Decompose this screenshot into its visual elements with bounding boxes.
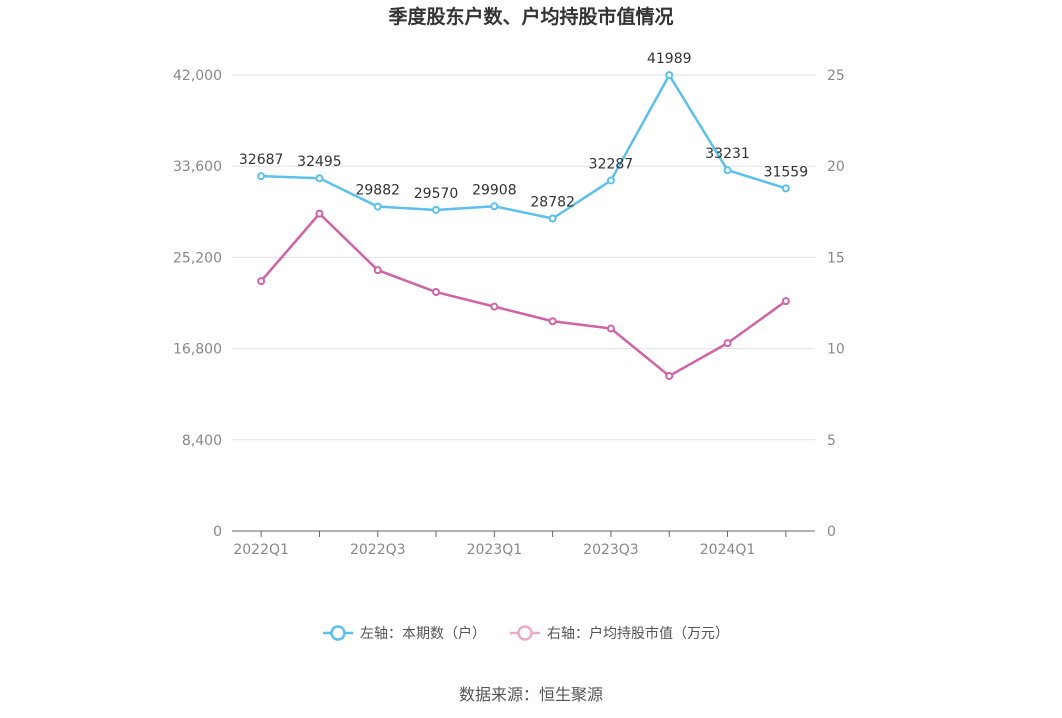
data-label: 29570 [414,186,459,202]
data-point [781,184,790,193]
chart-title: 季度股东户数、户均持股市值情况 [388,5,673,28]
data-label: 32495 [297,154,342,170]
series-line-holders [261,73,787,220]
legend[interactable]: 左轴：本期数（户） 右轴：户均持股市值（万元） [323,625,729,642]
axes: 0 0 8,400 5 16,800 10 25,200 15 33,600 20 42,000 25… [173,68,845,558]
data-point [257,277,266,286]
y-left-tick-label: 42,000 [173,68,222,84]
legend-label: 右轴：户均持股市值（万元） [547,625,729,642]
y-right-tick-label: 5 [827,433,836,449]
data-label: 29882 [355,183,400,199]
y-right-tick-label: 10 [827,342,845,358]
legend-marker [330,625,346,641]
data-point [315,174,324,183]
y-left-tick-label: 25,200 [173,250,222,266]
data-label: 28782 [530,195,575,211]
x-tick-label: 2022Q1 [233,542,289,558]
data-label: 32287 [589,156,634,172]
source-note: 数据来源：恒生聚源 [459,685,603,704]
data-label: 31559 [764,164,809,180]
data-point [665,371,674,380]
y-right-tick-label: 25 [827,68,845,84]
data-point [373,202,382,211]
data-point [723,339,732,348]
data-point [548,317,557,326]
data-point [432,205,441,214]
data-point [548,214,557,223]
data-point [432,288,441,297]
series-group: 32687 32495 29882 29570 29908 28782 32287 41989… [239,51,809,380]
data-label: 29908 [472,182,517,198]
x-tick-label: 2022Q3 [350,542,406,558]
data-point [373,266,382,275]
data-point [665,71,674,80]
legend-item[interactable]: 右轴：户均持股市值（万元） [510,625,729,642]
data-label: 41989 [647,51,692,67]
data-point [723,166,732,175]
y-left-tick-label: 33,600 [173,159,222,175]
x-tick-label: 2023Q3 [583,542,639,558]
data-label: 33231 [705,146,750,162]
y-right-tick-label: 0 [827,524,836,540]
x-tick-label: 2023Q1 [467,542,523,558]
y-left-tick-label: 16,800 [173,342,222,358]
y-right-tick-label: 20 [827,159,845,175]
data-point [606,176,615,185]
data-point [781,297,790,306]
data-point [606,324,615,333]
legend-marker [517,625,533,641]
data-point [257,172,266,181]
data-point [315,209,324,218]
data-label: 32687 [239,152,284,168]
y-left-tick-label: 8,400 [182,433,222,449]
legend-label: 左轴：本期数（户） [360,625,486,642]
y-left-tick-label: 0 [213,524,222,540]
y-right-tick-label: 15 [827,250,845,266]
series-line-value [260,212,787,378]
data-point [490,202,499,211]
gridlines [232,74,815,441]
x-tick-label: 2024Q1 [700,542,756,558]
data-point [490,302,499,311]
legend-item[interactable]: 左轴：本期数（户） [323,625,486,642]
